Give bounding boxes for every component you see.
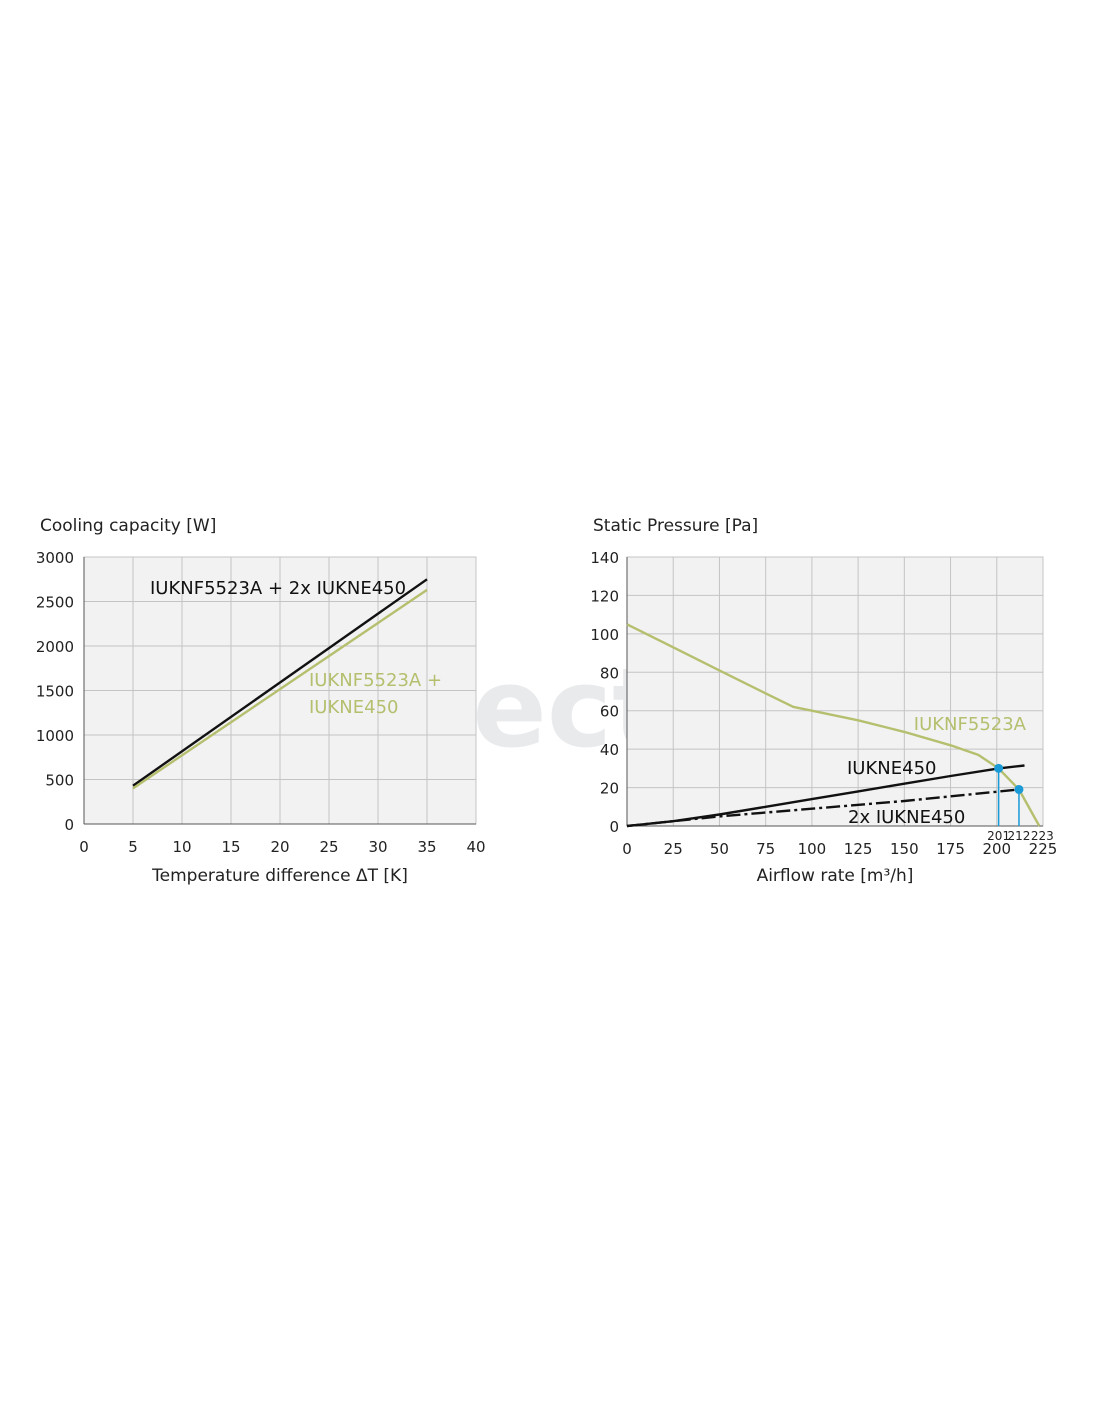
operating-point-marker [1014,784,1024,794]
series-label: IUKNF5523A [914,714,1027,735]
y-tick-label: 0 [64,816,74,834]
plot-area [626,556,1044,827]
x-tick-label: 0 [622,840,632,858]
y-tick-label: 2500 [36,594,74,612]
x-tick-label: 10 [172,838,191,856]
x-tick-label: 25 [319,838,338,856]
x-tick-label: 30 [368,838,387,856]
series-label: 2x IUKNE450 [848,807,965,828]
y-tick-label: 80 [600,664,619,682]
series-label: IUKNF5523A + 2x IUKNE450 [150,578,406,599]
series-line-iuknf5523a-iukne450 [132,588,428,790]
y-tick-label: 60 [600,703,619,721]
x-tick-label: 200 [982,840,1011,858]
chart-title: Static Pressure [Pa] [593,516,758,536]
y-tick-label: 100 [590,626,619,644]
x-tick-label: 125 [844,840,873,858]
y-tick-label: 140 [590,549,619,567]
x-tick-label: 75 [756,840,775,858]
x-tick-label: 20 [270,838,289,856]
y-tick-label: 1000 [36,727,74,745]
y-tick-label: 20 [600,780,619,798]
y-tick-label: 1500 [36,683,74,701]
x-tick-label: 40 [466,838,485,856]
x-tick-label: 100 [798,840,827,858]
x-tick-label: 35 [417,838,436,856]
operating-point-marker [994,763,1004,773]
series-label: IUKNE450 [847,758,936,779]
y-tick-label: 0 [609,818,619,836]
y-tick-label: 40 [600,741,619,759]
y-tick-label: 3000 [36,549,74,567]
x-tick-label: 0 [79,838,89,856]
y-tick-label: 500 [45,772,74,790]
y-tick-label: 120 [590,587,619,605]
x-tick-label: 150 [890,840,919,858]
series-line-iuknf5523a-2x-iukne450 [132,578,428,787]
operating-point-label: 212 [1008,829,1031,843]
x-tick-label: 225 [1029,840,1058,858]
chart-title: Cooling capacity [W] [40,516,216,536]
series-label: IUKNE450 [309,697,398,718]
x-axis-label: Temperature difference ΔT [K] [151,866,408,886]
x-tick-label: 5 [128,838,138,856]
chart-2: 0 25 50 75 100 125 150 175 200 225 0 20 40 60 80 100 120… [590,516,1057,886]
x-tick-label: 175 [936,840,965,858]
x-tick-label: 50 [710,840,729,858]
x-axis-label: Airflow rate [m³/h] [757,866,914,886]
series-label: IUKNF5523A + [309,670,442,691]
x-tick-label: 25 [664,840,683,858]
annotation-label: 223 [1031,829,1054,843]
x-tick-label: 15 [221,838,240,856]
chart-1: 0 5 10 15 20 25 30 35 40 0 500 1000 1500 2000 2500 3000… [36,516,486,886]
y-tick-label: 2000 [36,638,74,656]
operating-point-label: 201 [987,829,1010,843]
